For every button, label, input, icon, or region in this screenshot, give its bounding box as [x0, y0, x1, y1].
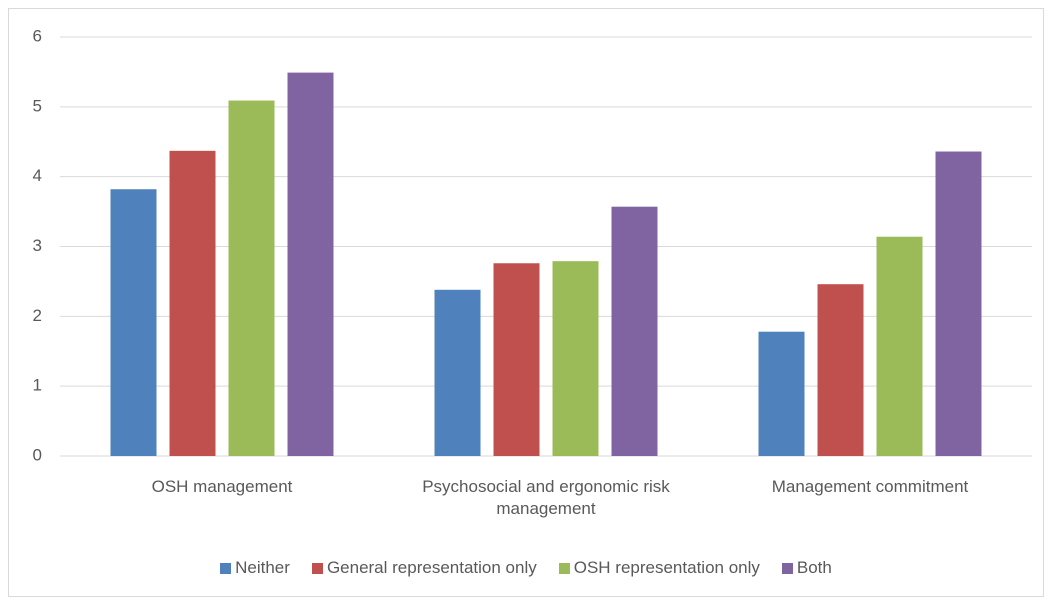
x-tick-label: OSH management: [151, 477, 293, 496]
bar: [434, 289, 481, 456]
bar: [493, 263, 540, 456]
legend-label: Both: [796, 558, 832, 577]
legend-item: Neither: [220, 558, 290, 578]
y-tick-label: 5: [33, 96, 42, 115]
legend-item: OSH representation only: [558, 558, 760, 578]
legend-swatch: [558, 562, 570, 574]
bar: [552, 261, 599, 456]
y-tick-label: 2: [33, 306, 42, 325]
legend-item: General representation only: [311, 558, 537, 578]
legend-item: Both: [781, 558, 832, 578]
legend-label: General representation only: [326, 558, 537, 577]
y-tick-label: 0: [33, 445, 42, 464]
bar: [876, 236, 923, 456]
y-tick-label: 1: [33, 376, 42, 395]
bar: [611, 206, 658, 456]
x-tick-label: Psychosocial and ergonomic risk manageme…: [422, 477, 670, 518]
y-tick-label: 6: [33, 26, 42, 45]
bar: [228, 100, 275, 456]
legend-label: Neither: [235, 558, 290, 577]
bar: [935, 151, 982, 456]
bar: [817, 284, 864, 456]
x-tick-label: Management commitment: [771, 477, 969, 496]
bar: [169, 150, 216, 456]
bar: [287, 72, 334, 457]
y-tick-label: 4: [33, 166, 42, 185]
chart-frame: [8, 8, 1044, 597]
y-tick-label: 3: [33, 236, 42, 255]
legend-swatch: [220, 562, 232, 574]
bar: [758, 331, 805, 456]
legend-swatch: [781, 562, 793, 574]
bar: [110, 189, 157, 456]
legend-swatch: [311, 562, 323, 574]
legend-label: OSH representation only: [573, 558, 760, 577]
legend: Neither General representation only OSH re…: [0, 558, 1052, 578]
